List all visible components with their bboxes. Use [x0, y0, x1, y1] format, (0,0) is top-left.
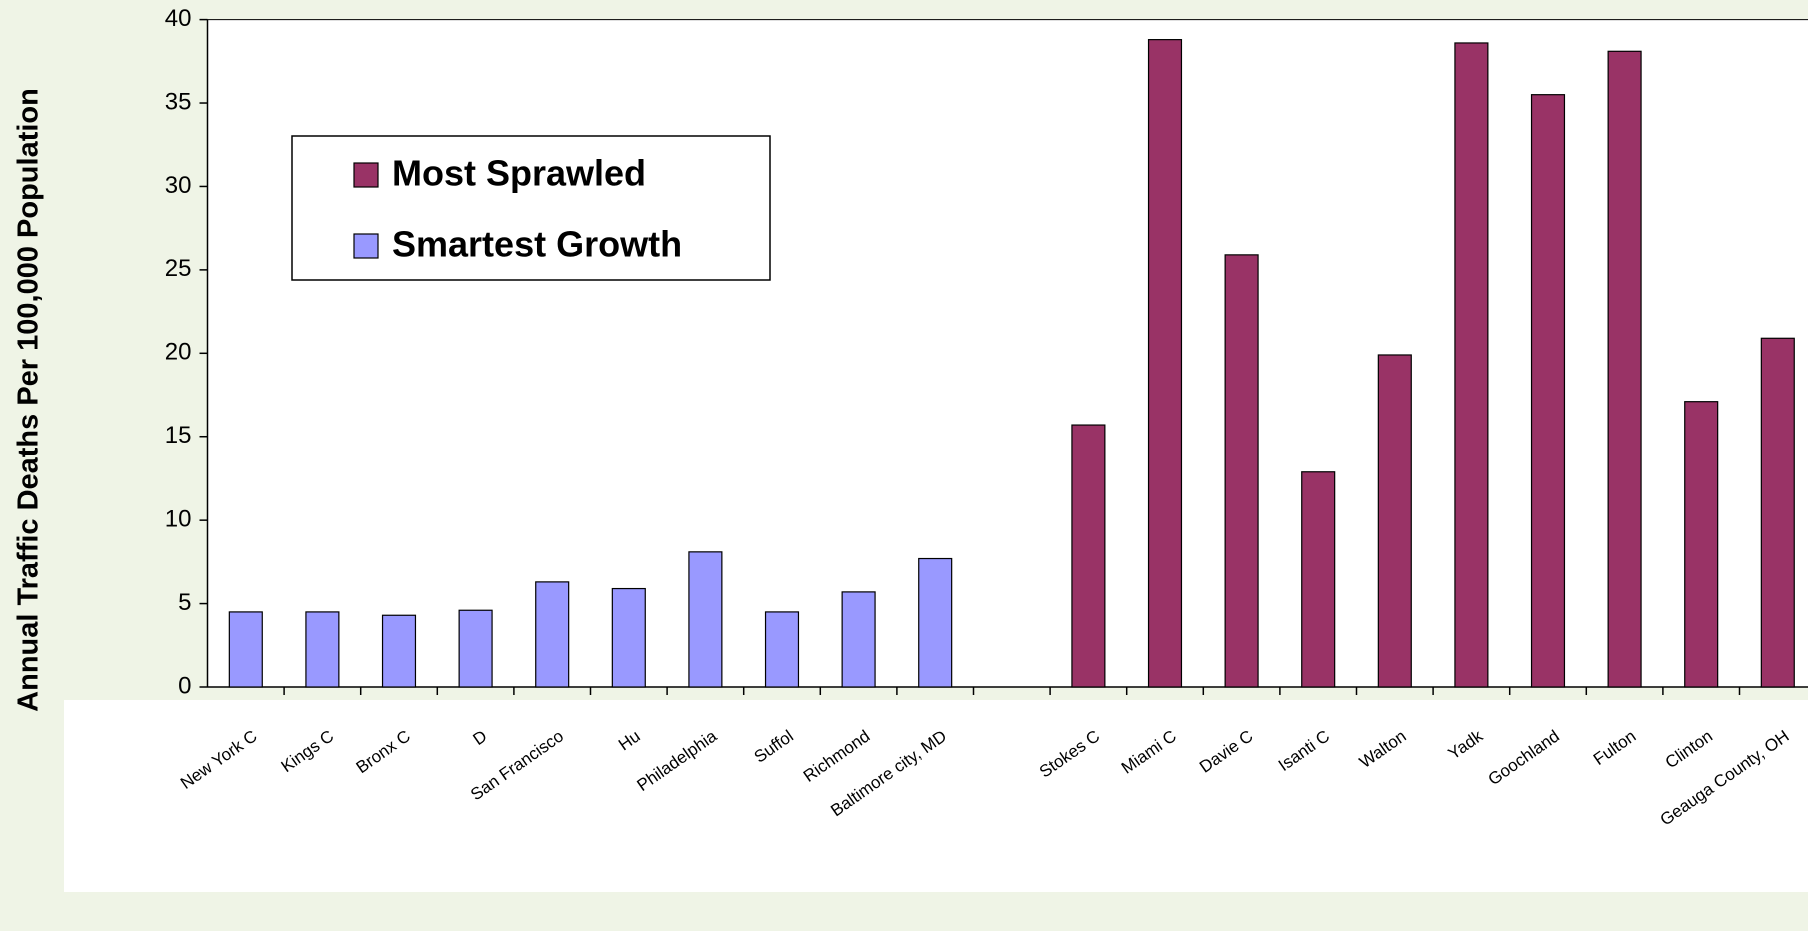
legend-label: Most Sprawled	[392, 153, 646, 194]
bar	[841, 591, 876, 688]
bar	[1301, 471, 1336, 688]
bar	[1607, 50, 1642, 688]
label-area	[64, 700, 1808, 892]
bar	[918, 557, 953, 688]
bar	[1377, 354, 1412, 688]
y-tick-label: 35	[165, 88, 192, 115]
y-tick-label: 5	[178, 589, 191, 616]
bar	[1684, 401, 1719, 688]
bar	[1454, 42, 1489, 688]
bar	[688, 551, 723, 688]
y-tick-label: 30	[165, 172, 192, 199]
legend-swatch	[353, 233, 379, 259]
bar	[228, 611, 263, 688]
y-tick-label: 10	[165, 505, 192, 532]
y-tick-label: 40	[165, 5, 192, 32]
y-tick-label: 15	[165, 422, 192, 449]
legend-label: Smartest Growth	[392, 224, 682, 265]
y-tick-label: 20	[165, 339, 192, 366]
bar	[458, 609, 493, 688]
bar	[1224, 254, 1259, 688]
bar	[611, 587, 646, 688]
bar	[1760, 337, 1795, 688]
bar	[764, 611, 800, 688]
bar	[305, 611, 340, 688]
legend-swatch	[353, 162, 379, 188]
bar	[535, 581, 570, 688]
y-tick-label: 0	[178, 672, 191, 699]
bars	[228, 39, 1795, 688]
bar	[1530, 94, 1566, 688]
plot-area	[207, 20, 1808, 687]
bar	[1147, 39, 1183, 688]
y-axis-label: Annual Traffic Deaths Per 100,000 Popula…	[13, 88, 45, 712]
bar	[1071, 424, 1106, 688]
y-tick-label: 25	[165, 255, 192, 282]
bar	[381, 614, 417, 688]
